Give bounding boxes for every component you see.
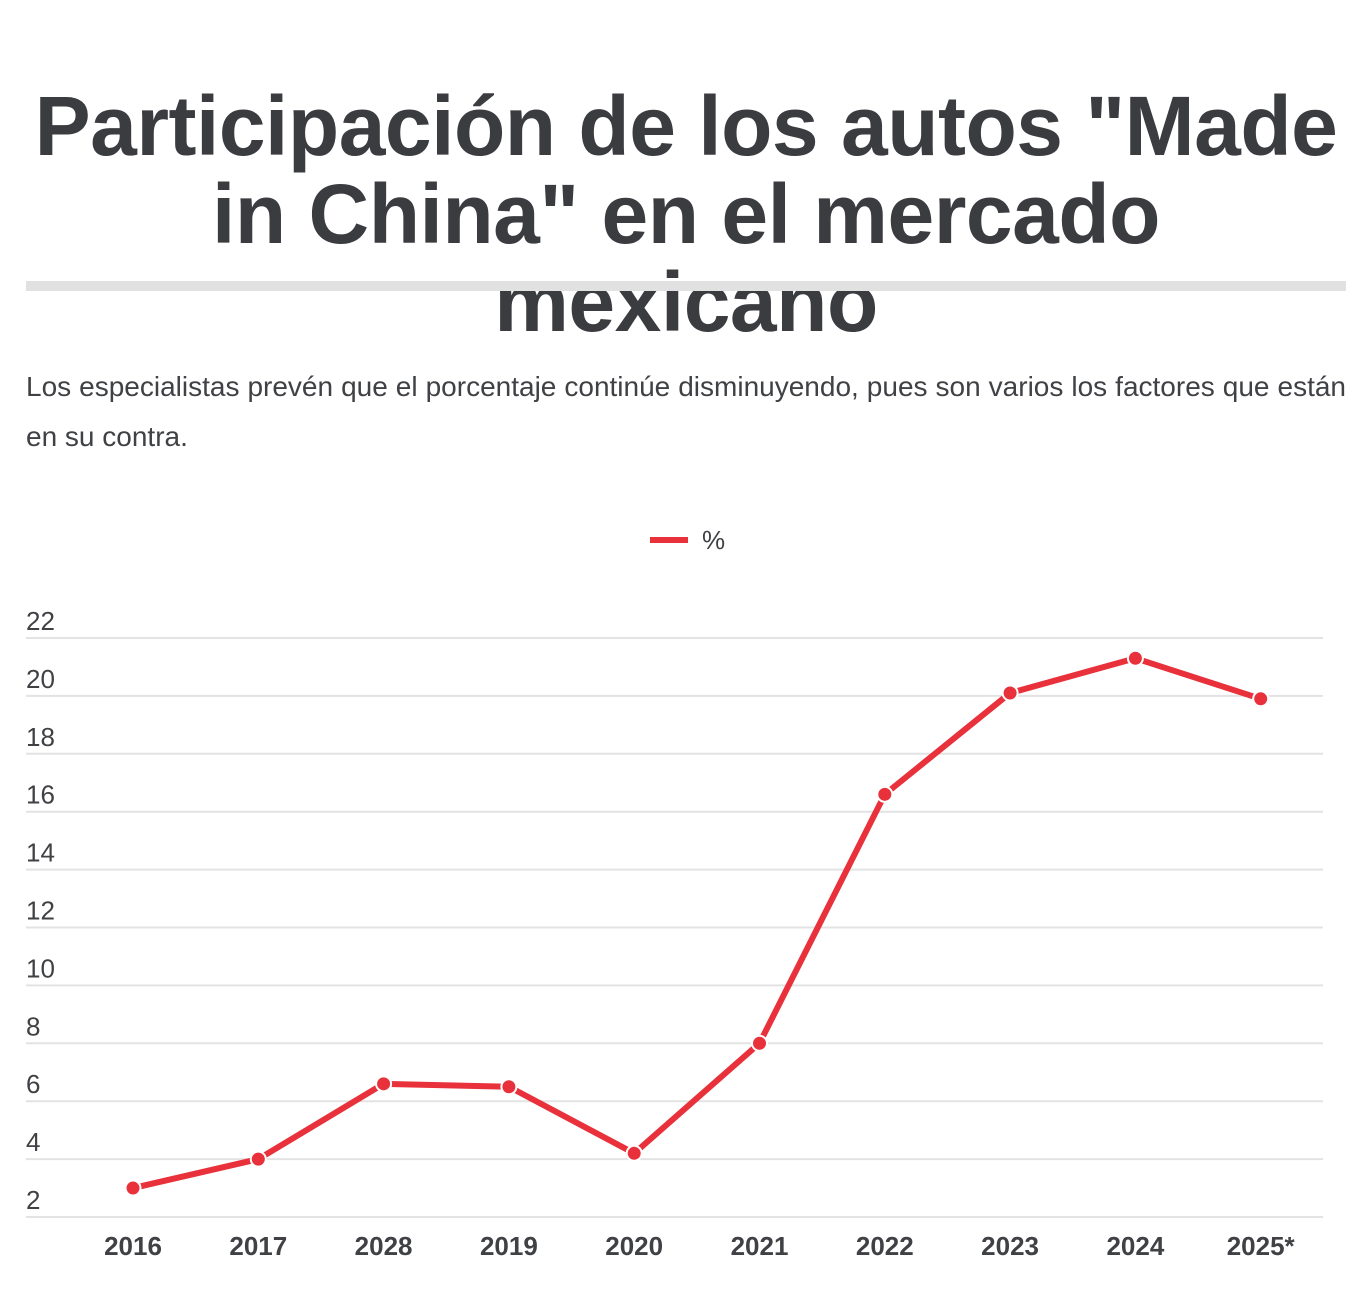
x-tick-label: 2020 [605,1231,663,1261]
legend-label: % [702,525,725,555]
x-tick-label: 2022 [856,1231,914,1261]
data-point [1001,684,1019,702]
y-tick-label: 2 [26,1185,40,1215]
data-point [1126,649,1144,667]
x-tick-label: 2017 [229,1231,287,1261]
y-tick-label: 20 [26,664,55,694]
y-tick-label: 6 [26,1069,40,1099]
y-tick-label: 10 [26,953,55,983]
x-tick-label: 2024 [1106,1231,1164,1261]
x-tick-label: 2021 [731,1231,789,1261]
data-point [625,1144,643,1162]
title-divider [26,281,1346,291]
y-tick-label: 22 [26,606,55,636]
x-tick-label: 2016 [104,1231,162,1261]
y-tick-label: 14 [26,838,55,868]
series-line [132,655,1262,1191]
x-tick-label: 2028 [355,1231,413,1261]
y-tick-label: 16 [26,780,55,810]
data-point [876,785,894,803]
data-point [249,1150,267,1168]
x-tick-label: 2019 [480,1231,538,1261]
y-tick-label: 18 [26,722,55,752]
data-point [124,1179,142,1197]
subtitle: Los especialistas prevén que el porcenta… [26,371,1346,452]
data-point [500,1078,518,1096]
data-point [751,1034,768,1052]
data-point [1252,690,1270,708]
x-tick-label: 2025* [1227,1231,1296,1261]
y-tick-label: 4 [26,1127,40,1157]
y-tick-label: 12 [26,896,55,926]
page-title: Participación de los autos "Made in Chin… [34,79,1338,349]
x-tick-label: 2023 [981,1231,1039,1261]
y-tick-label: 8 [26,1011,40,1041]
data-point [375,1075,393,1093]
